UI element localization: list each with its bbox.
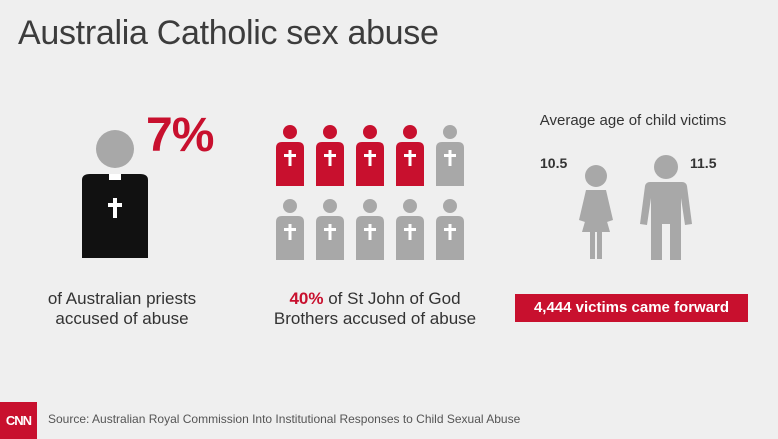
cnn-logo: CNN [0, 402, 37, 439]
priests-percentage: 7% [146, 109, 214, 162]
page-title: Australia Catholic sex abuse [18, 14, 439, 52]
brothers-caption: 40% of St John of God Brothers accused o… [260, 289, 490, 329]
brother-icon [436, 125, 464, 186]
brother-icon [396, 125, 424, 186]
brothers-caption-rest: of St John of God [323, 289, 461, 308]
brother-icon [356, 125, 384, 186]
brothers-icon-grid [276, 125, 464, 260]
brother-icon [396, 199, 424, 260]
brothers-percentage: 40% [289, 289, 324, 308]
victims-banner: 4,444 victims came forward [515, 294, 748, 322]
priest-icon [82, 130, 148, 258]
boy-icon [640, 155, 692, 260]
priests-caption: of Australian priests accused of abuse [22, 289, 222, 329]
brothers-caption-line1: 40% of St John of God [260, 289, 490, 309]
brother-icon [316, 199, 344, 260]
brother-icon [356, 199, 384, 260]
brother-icon [436, 199, 464, 260]
brother-icon [276, 125, 304, 186]
boy-age-label: 11.5 [690, 155, 717, 171]
girl-icon [579, 165, 613, 259]
source-text: Source: Australian Royal Commission Into… [48, 412, 521, 426]
priests-caption-line2: accused of abuse [55, 309, 189, 328]
footer: CNN Source: Australian Royal Commission … [0, 402, 778, 439]
brother-icon [316, 125, 344, 186]
girl-age-label: 10.5 [540, 155, 568, 171]
brother-icon [276, 199, 304, 260]
brothers-caption-line2: Brothers accused of abuse [273, 309, 477, 328]
age-section-title: Average age of child victims [539, 112, 727, 129]
priests-caption-line1: of Australian priests [47, 289, 197, 308]
